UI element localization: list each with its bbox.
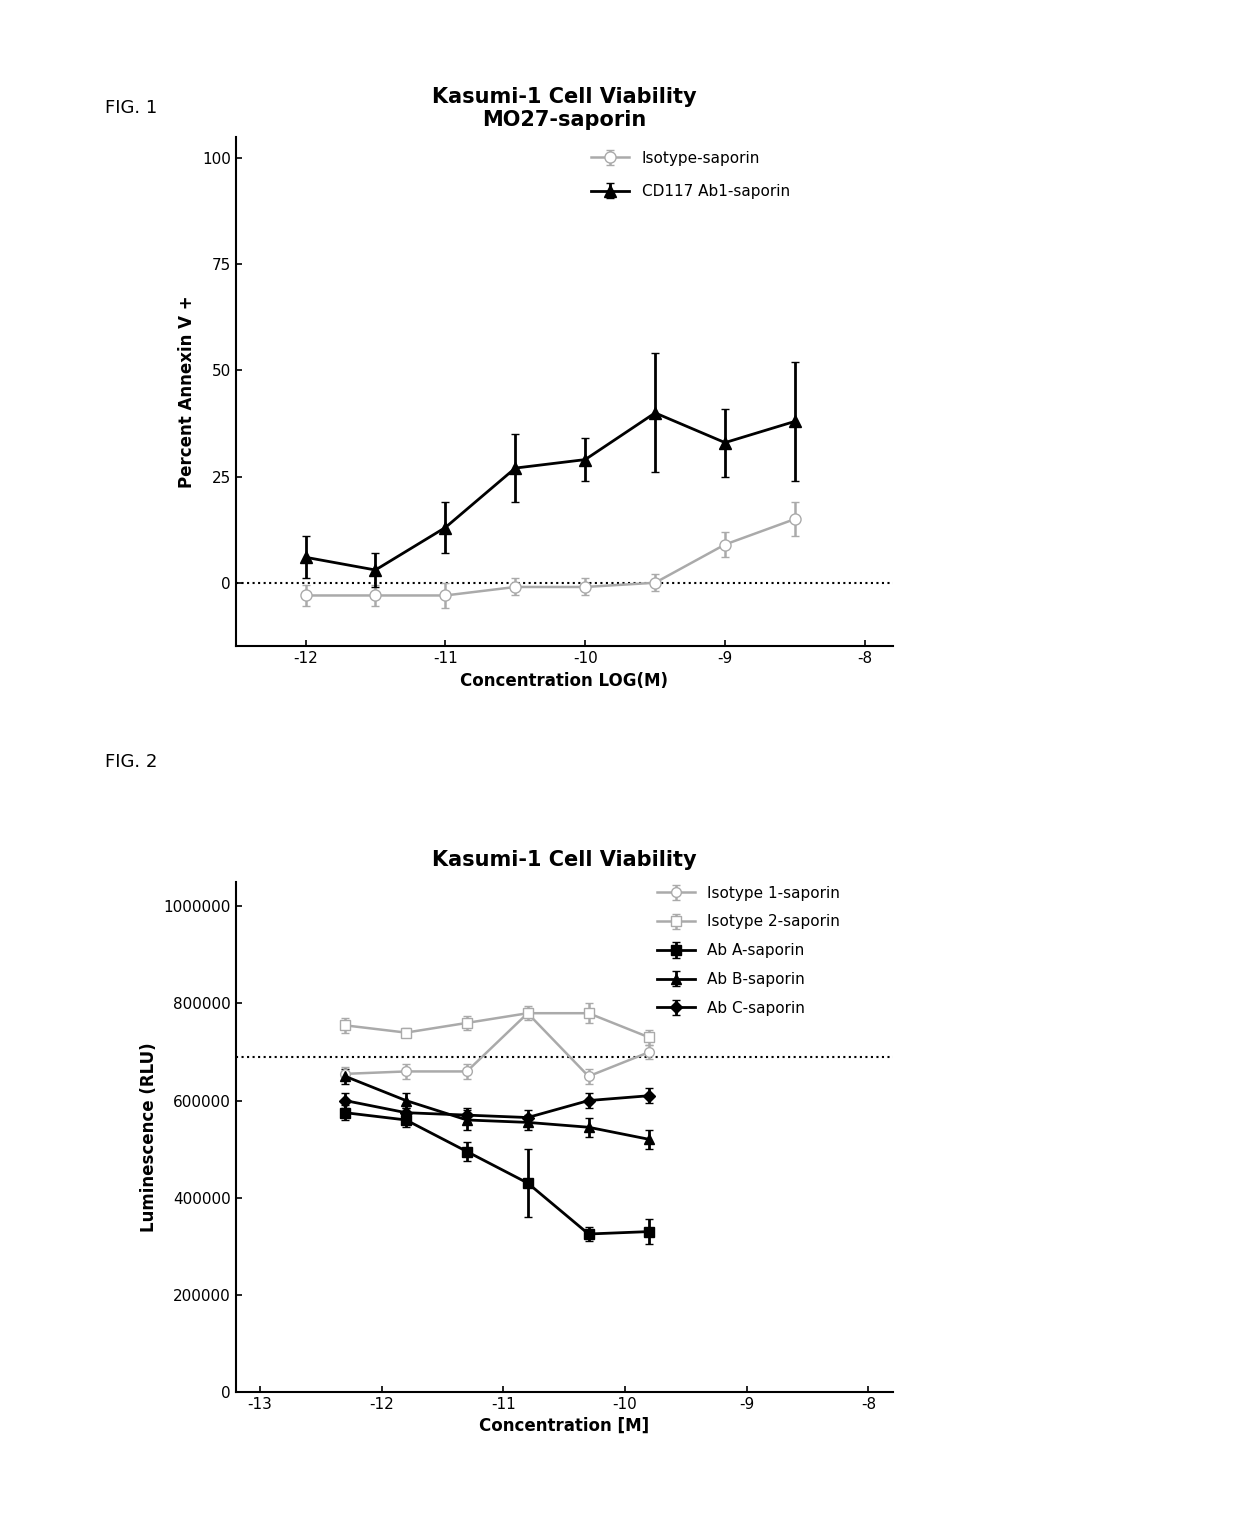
X-axis label: Concentration LOG(M): Concentration LOG(M) xyxy=(460,672,668,691)
Y-axis label: Luminescence (RLU): Luminescence (RLU) xyxy=(140,1042,157,1232)
Text: FIG. 2: FIG. 2 xyxy=(105,753,157,771)
Title: Kasumi-1 Cell Viability: Kasumi-1 Cell Viability xyxy=(432,850,697,870)
Title: Kasumi-1 Cell Viability
MO27-saporin: Kasumi-1 Cell Viability MO27-saporin xyxy=(432,87,697,129)
Y-axis label: Percent Annexin V +: Percent Annexin V + xyxy=(179,295,196,488)
Legend: Isotype-saporin, CD117 Ab1-saporin: Isotype-saporin, CD117 Ab1-saporin xyxy=(585,144,796,205)
Legend: Isotype 1-saporin, Isotype 2-saporin, Ab A-saporin, Ab B-saporin, Ab C-saporin: Isotype 1-saporin, Isotype 2-saporin, Ab… xyxy=(651,879,846,1022)
X-axis label: Concentration [M]: Concentration [M] xyxy=(479,1418,650,1436)
Text: FIG. 1: FIG. 1 xyxy=(105,99,157,117)
